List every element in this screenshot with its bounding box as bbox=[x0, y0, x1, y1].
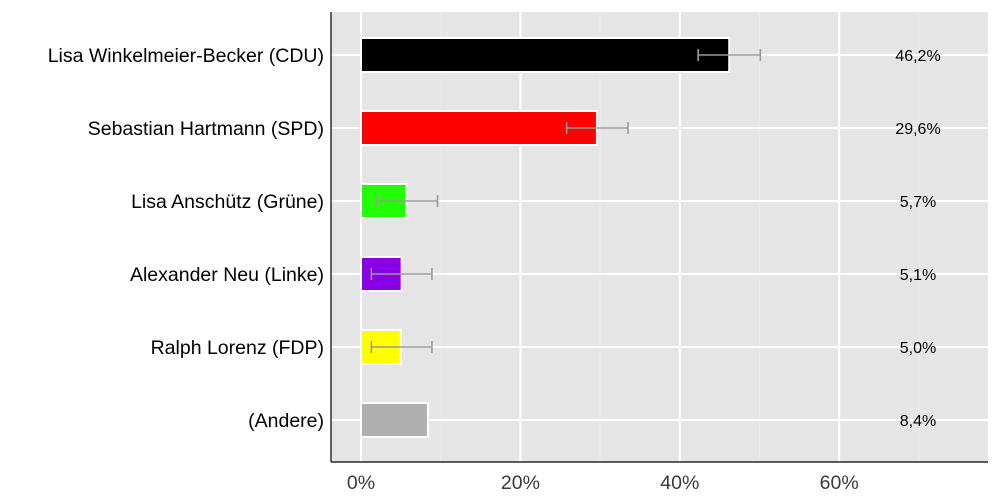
error-bars bbox=[370, 49, 762, 353]
major-gridlines bbox=[331, 12, 988, 462]
value-label: 5,0% bbox=[900, 340, 936, 357]
category-label: Ralph Lorenz (FDP) bbox=[151, 337, 324, 359]
category-label: Alexander Neu (Linke) bbox=[130, 264, 324, 286]
error-bar bbox=[370, 268, 433, 280]
x-tick-label: 60% bbox=[820, 472, 859, 494]
bar bbox=[360, 402, 429, 438]
category-labels: Lisa Winkelmeier-Becker (CDU) Sebastian H… bbox=[48, 45, 324, 432]
error-bar bbox=[565, 122, 629, 134]
error-bar bbox=[375, 195, 439, 207]
value-label: 29,6% bbox=[895, 121, 940, 138]
x-tick-label: 20% bbox=[501, 472, 540, 494]
bar bbox=[360, 37, 731, 73]
value-label: 46,2% bbox=[895, 48, 940, 65]
minor-gridlines bbox=[440, 12, 920, 462]
x-tick-label: 40% bbox=[660, 472, 699, 494]
category-label: Lisa Winkelmeier-Becker (CDU) bbox=[48, 45, 324, 67]
plot-panel bbox=[331, 12, 988, 462]
error-bar bbox=[370, 341, 433, 353]
value-label: 8,4% bbox=[900, 413, 936, 430]
category-label: (Andere) bbox=[248, 410, 324, 432]
category-label: Sebastian Hartmann (SPD) bbox=[88, 118, 324, 140]
value-label: 5,7% bbox=[900, 194, 936, 211]
value-label: 5,1% bbox=[900, 267, 936, 284]
x-tick-label: 0% bbox=[347, 472, 375, 494]
error-bar bbox=[697, 49, 762, 61]
x-axis-tick-labels: 0% 20% 40% 60% bbox=[347, 472, 859, 494]
bar bbox=[360, 110, 598, 146]
value-labels: 46,2% 29,6% 5,7% 5,1% 5,0% 8,4% bbox=[895, 48, 940, 430]
category-label: Lisa Anschütz (Grüne) bbox=[131, 191, 324, 213]
